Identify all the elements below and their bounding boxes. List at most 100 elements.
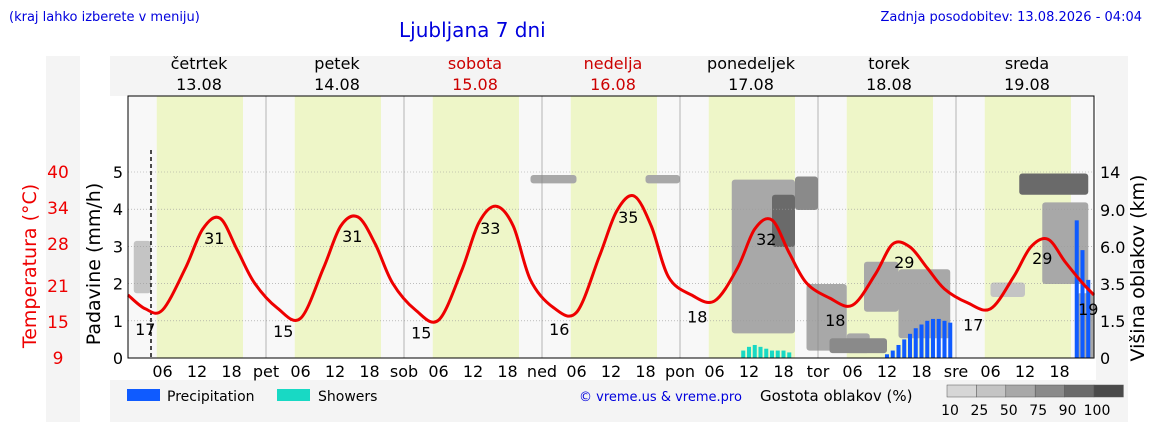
density-value: 90: [1059, 403, 1077, 419]
temp-label: 32: [756, 230, 776, 249]
day-name: nedelja: [584, 54, 643, 73]
left-axis-panel: [46, 56, 80, 422]
legend-showers-label: Showers: [318, 389, 377, 405]
cloud-block: [1019, 173, 1089, 195]
precip-bar: [913, 328, 918, 358]
bottom-panel: [110, 380, 1096, 422]
hour-tick-label: 06: [704, 362, 724, 381]
day-date: 14.08: [314, 75, 360, 94]
precip-bar: [936, 318, 941, 358]
cloud-block: [829, 338, 887, 354]
shower-bar: [764, 348, 769, 358]
hour-tick-label: 12: [325, 362, 345, 381]
shower-bar: [787, 352, 792, 358]
precip-axis-tick: 0: [113, 349, 123, 368]
right-axis-panel: [1096, 56, 1128, 422]
legend-showers-swatch: [277, 389, 310, 401]
hour-tick-label: 18: [1049, 362, 1069, 381]
hour-tick-label: 18: [911, 362, 931, 381]
daylight-band: [570, 96, 657, 358]
copyright-link[interactable]: © vreme.us & vreme.pro: [579, 390, 742, 405]
precip-axis-tick: 4: [113, 200, 123, 219]
hour-tick-label: 12: [187, 362, 207, 381]
precip-bar: [884, 354, 890, 358]
day-date: 17.08: [728, 75, 774, 94]
day-name: sobota: [448, 54, 502, 73]
precip-bar: [1080, 250, 1085, 358]
hour-tick-label: 12: [1015, 362, 1035, 381]
cloud-block: [990, 282, 1025, 297]
location-hint[interactable]: (kraj lahko izberete v meniju): [9, 10, 200, 25]
day-date: 18.08: [866, 75, 912, 94]
hour-tick-label: 12: [601, 362, 621, 381]
precip-bar: [919, 324, 924, 358]
precip-axis-label: Padavine (mm/h): [83, 183, 105, 346]
density-value: 100: [1084, 403, 1111, 419]
temp-axis-tick: 21: [47, 277, 69, 297]
temp-label: 15: [273, 322, 293, 341]
cloud-axis-tick: 14: [1100, 163, 1120, 182]
shower-bar: [746, 346, 752, 358]
cloud-axis-tick: 6.0: [1100, 238, 1125, 257]
cloud-axis-label: Višina oblakov (km): [1127, 175, 1149, 362]
hour-tick-label: 06: [980, 362, 1000, 381]
temp-label: 18: [687, 308, 707, 327]
shower-bar: [741, 350, 746, 358]
day-name: sreda: [1005, 54, 1049, 73]
temp-axis-label: Temperatura (°C): [19, 184, 41, 349]
day-name: ponedeljek: [707, 54, 796, 73]
temp-label: 19: [1078, 300, 1098, 319]
temp-label: 29: [1032, 249, 1052, 268]
precip-bar: [948, 322, 953, 358]
page-title: Ljubljana 7 dni: [399, 18, 546, 42]
precip-bar: [890, 350, 895, 358]
cloud-block: [772, 194, 795, 247]
day-short-label: sob: [390, 362, 418, 381]
shower-bar: [758, 346, 763, 358]
cloud-block: [530, 175, 577, 184]
precip-axis-tick: 1: [113, 312, 123, 331]
density-swatch: [1064, 384, 1095, 398]
density-value: 25: [970, 403, 988, 419]
temp-axis-tick: 9: [53, 349, 64, 369]
day-date: 15.08: [452, 75, 498, 94]
temp-axis-tick: 15: [47, 313, 69, 333]
daylight-band: [156, 96, 243, 358]
day-headers: četrtek 13.08 petek 14.08 sobota 15.08 nedelja…: [171, 54, 1050, 94]
precip-bar: [1086, 279, 1091, 358]
hour-tick-label: 06: [566, 362, 586, 381]
precip-bar: [942, 320, 947, 358]
cloud-density-scale: 10 25 50 75 90 100: [941, 384, 1124, 419]
cloud-axis-tick: 0: [1100, 349, 1110, 368]
hour-tick-label: 18: [773, 362, 793, 381]
cloud-axis-tick: 3.5: [1100, 275, 1125, 294]
precip-bar: [907, 333, 913, 358]
cloud-block: [645, 175, 680, 184]
hour-tick-label: 12: [463, 362, 483, 381]
shower-bar: [781, 350, 786, 358]
hour-tick-label: 12: [877, 362, 897, 381]
cloud-axis-tick: 9.0: [1100, 201, 1125, 220]
temp-label: 15: [411, 324, 431, 343]
day-short-label: pon: [665, 362, 695, 381]
precip-bar: [1074, 220, 1079, 358]
plot-area: 17 31 15 31 15 33 16 35 18 32 18 29 17 29 19: [127, 95, 1098, 359]
precip-bar: [896, 344, 901, 358]
cloud-density-label: Gostota oblakov (%): [760, 387, 913, 405]
shower-bar: [752, 344, 757, 358]
cloud-block: [133, 240, 151, 294]
day-name: petek: [314, 54, 360, 73]
hour-tick-label: 12: [739, 362, 759, 381]
hour-tick-label: 06: [152, 362, 172, 381]
top-panel: [110, 56, 1096, 96]
day-name: torek: [868, 54, 910, 73]
day-short-label: sre: [944, 362, 968, 381]
temp-axis-tick: 34: [47, 199, 69, 219]
update-timestamp: Zadnja posodobitev: 13.08.2026 - 04:04: [880, 10, 1142, 25]
temp-label: 18: [825, 311, 845, 330]
density-swatch: [976, 384, 1007, 398]
day-date: 13.08: [176, 75, 222, 94]
shower-bar: [769, 350, 775, 358]
density-swatch: [1005, 384, 1036, 398]
